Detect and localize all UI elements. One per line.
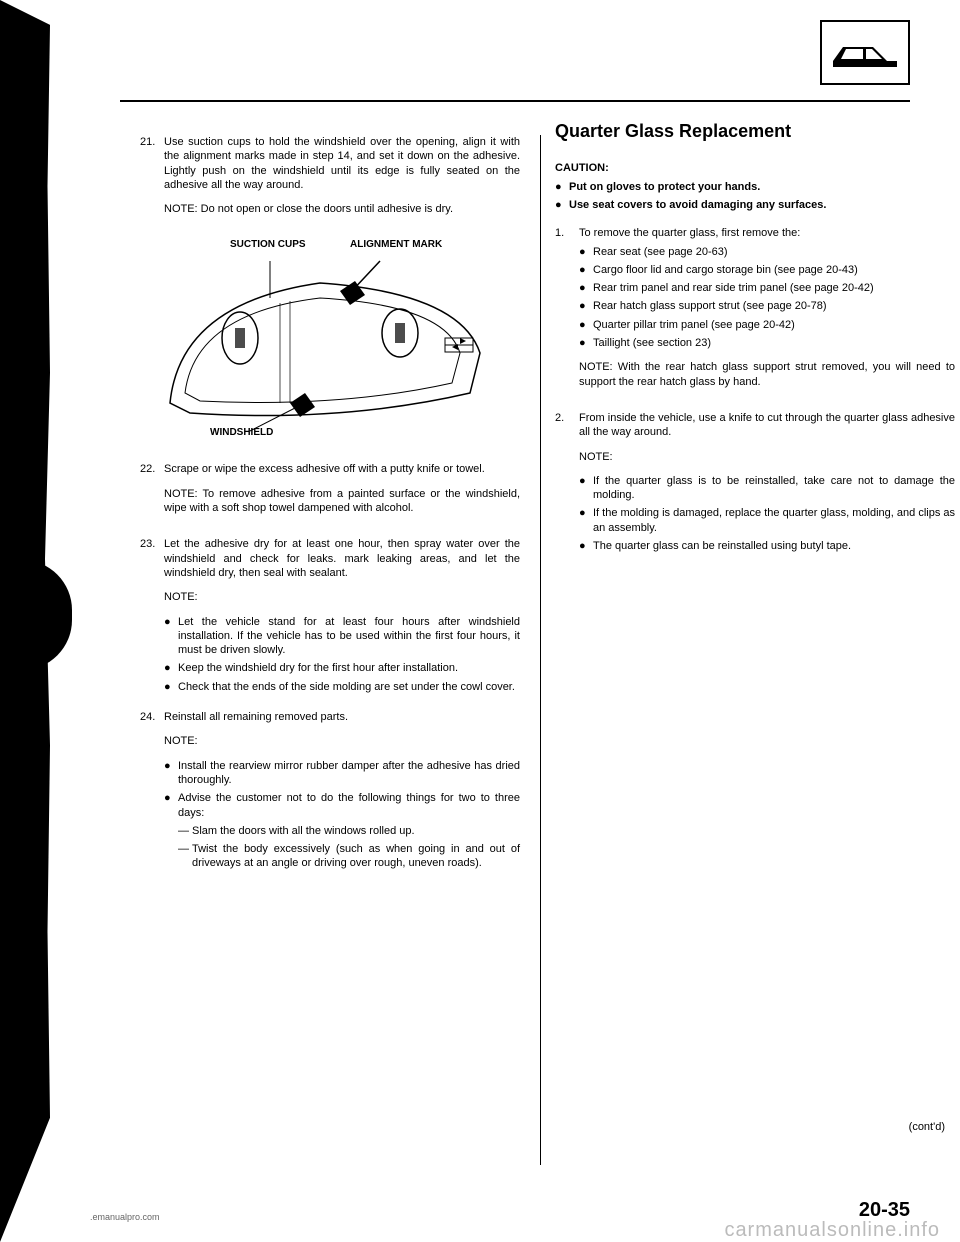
step-note: NOTE: With the rear hatch glass support … xyxy=(579,360,955,389)
step-note: NOTE: Do not open or close the doors unt… xyxy=(164,202,520,216)
bullet-text: Put on gloves to protect your hands. xyxy=(569,180,760,194)
section-heading: Quarter Glass Replacement xyxy=(555,120,955,143)
list-item: ●Cargo floor lid and cargo storage bin (… xyxy=(579,263,955,277)
right-column: Quarter Glass Replacement CAUTION: ●Put … xyxy=(555,120,955,569)
dash-text: Slam the doors with all the windows roll… xyxy=(192,824,415,838)
horizontal-rule xyxy=(120,100,910,102)
bullet-list: ●Let the vehicle stand for at least four… xyxy=(164,615,520,694)
step-text: Let the adhesive dry for at least one ho… xyxy=(164,537,520,580)
note-label: NOTE: xyxy=(164,590,520,604)
bullet-text: If the quarter glass is to be reinstalle… xyxy=(593,474,955,503)
watermark: carmanualsonline.info xyxy=(724,1219,940,1242)
caution-label: CAUTION: xyxy=(555,161,955,175)
list-item: ●Advise the customer not to do the follo… xyxy=(164,791,520,820)
list-item: —Slam the doors with all the windows rol… xyxy=(178,824,520,838)
step-number: 2. xyxy=(555,411,579,557)
note-label: NOTE: xyxy=(579,450,955,464)
list-item: ●Keep the windshield dry for the first h… xyxy=(164,661,520,675)
step-text: Scrape or wipe the excess adhesive off w… xyxy=(164,462,520,476)
list-item: ●Rear trim panel and rear side trim pane… xyxy=(579,281,955,295)
list-item: ●Rear seat (see page 20-63) xyxy=(579,245,955,259)
bullet-list: ●Install the rearview mirror rubber damp… xyxy=(164,759,520,871)
bullet-text: Taillight (see section 23) xyxy=(593,336,711,350)
dash-text: Twist the body excessively (such as when… xyxy=(192,842,520,871)
bullet-text: Let the vehicle stand for at least four … xyxy=(178,615,520,658)
step-text: Reinstall all remaining removed parts. xyxy=(164,710,520,724)
step-22: 22. Scrape or wipe the excess adhesive o… xyxy=(140,462,520,525)
bullet-text: Rear seat (see page 20-63) xyxy=(593,245,728,259)
caution-list: ●Put on gloves to protect your hands. ●U… xyxy=(555,180,955,213)
bullet-text: Cargo floor lid and cargo storage bin (s… xyxy=(593,263,858,277)
step-number: 24. xyxy=(140,710,164,875)
bullet-text: If the molding is damaged, replace the q… xyxy=(593,506,955,535)
step-number: 1. xyxy=(555,226,579,399)
page-content: 21. Use suction cups to hold the windshi… xyxy=(40,0,940,1242)
step-number: 23. xyxy=(140,537,164,698)
bullet-text: Install the rearview mirror rubber dampe… xyxy=(178,759,520,788)
list-item: ●The quarter glass can be reinstalled us… xyxy=(579,539,955,553)
list-item: —Twist the body excessively (such as whe… xyxy=(178,842,520,871)
bullet-text: Rear hatch glass support strut (see page… xyxy=(593,299,827,313)
step-note: NOTE: To remove adhesive from a painted … xyxy=(164,487,520,516)
left-column: 21. Use suction cups to hold the windshi… xyxy=(140,135,520,887)
step-number: 22. xyxy=(140,462,164,525)
step-text: Use suction cups to hold the windshield … xyxy=(164,135,520,192)
bullet-text: Advise the customer not to do the follow… xyxy=(178,791,520,820)
windshield-diagram: SUCTION CUPS ALIGNMENT MARK WINDSHIELD xyxy=(140,238,520,448)
bullet-text: The quarter glass can be reinstalled usi… xyxy=(593,539,851,553)
bullet-text: Rear trim panel and rear side trim panel… xyxy=(593,281,874,295)
list-item: ●Put on gloves to protect your hands. xyxy=(555,180,955,194)
step-21: 21. Use suction cups to hold the windshi… xyxy=(140,135,520,226)
list-item: ●Let the vehicle stand for at least four… xyxy=(164,615,520,658)
bullet-list: ●Rear seat (see page 20-63) ●Cargo floor… xyxy=(579,245,955,351)
list-item: ●Quarter pillar trim panel (see page 20-… xyxy=(579,318,955,332)
step-text: From inside the vehicle, use a knife to … xyxy=(579,411,955,440)
list-item: ●Install the rearview mirror rubber damp… xyxy=(164,759,520,788)
bullet-text: Check that the ends of the side molding … xyxy=(178,680,515,694)
bullet-text: Keep the windshield dry for the first ho… xyxy=(178,661,458,675)
step-number: 21. xyxy=(140,135,164,226)
source-url: .emanualpro.com xyxy=(90,1212,160,1222)
list-item: ●If the molding is damaged, replace the … xyxy=(579,506,955,535)
step-24: 24. Reinstall all remaining removed part… xyxy=(140,710,520,875)
list-item: ●Rear hatch glass support strut (see pag… xyxy=(579,299,955,313)
bullet-text: Use seat covers to avoid damaging any su… xyxy=(569,198,826,212)
note-label: NOTE: xyxy=(164,734,520,748)
list-item: ●Use seat covers to avoid damaging any s… xyxy=(555,198,955,212)
list-item: ●Check that the ends of the side molding… xyxy=(164,680,520,694)
bullet-text: Quarter pillar trim panel (see page 20-4… xyxy=(593,318,795,332)
list-item: ●Taillight (see section 23) xyxy=(579,336,955,350)
car-icon xyxy=(820,20,910,85)
vertical-rule xyxy=(540,135,541,1165)
bullet-list: ●If the quarter glass is to be reinstall… xyxy=(579,474,955,553)
step-text: To remove the quarter glass, first remov… xyxy=(579,226,955,240)
list-item: ●If the quarter glass is to be reinstall… xyxy=(579,474,955,503)
right-step-1: 1. To remove the quarter glass, first re… xyxy=(555,226,955,399)
right-step-2: 2. From inside the vehicle, use a knife … xyxy=(555,411,955,557)
step-23: 23. Let the adhesive dry for at least on… xyxy=(140,537,520,698)
